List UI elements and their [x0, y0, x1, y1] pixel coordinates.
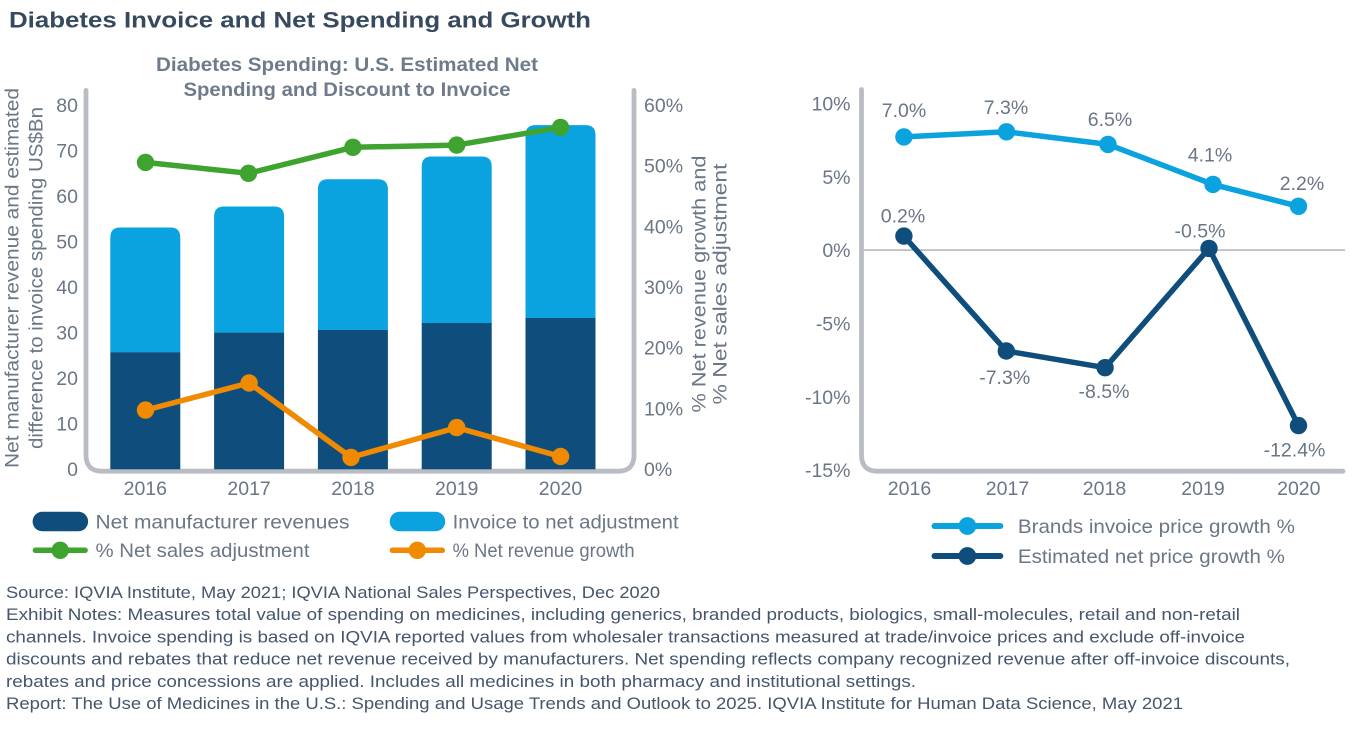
- svg-text:Source: IQVIA Institute, May 2: Source: IQVIA Institute, May 2021; IQVIA…: [6, 584, 660, 602]
- svg-text:-5%: -5%: [816, 314, 851, 336]
- svg-text:30%: 30%: [644, 277, 683, 299]
- svg-text:60: 60: [56, 186, 78, 208]
- svg-text:10%: 10%: [811, 94, 850, 116]
- svg-text:20%: 20%: [644, 338, 683, 360]
- svg-text:-8.5%: -8.5%: [1079, 381, 1130, 403]
- svg-text:% Net revenue growth and: % Net revenue growth and: [688, 156, 710, 413]
- svg-text:10: 10: [56, 414, 78, 436]
- svg-text:2017: 2017: [227, 478, 270, 500]
- svg-text:6.5%: 6.5%: [1088, 109, 1132, 131]
- svg-text:40: 40: [56, 277, 78, 299]
- svg-text:2016: 2016: [888, 478, 931, 500]
- svg-text:Net manufacturer revenue and e: Net manufacturer revenue and estimated: [1, 88, 23, 468]
- svg-text:0: 0: [67, 459, 78, 481]
- svg-text:30: 30: [56, 323, 78, 345]
- svg-text:Diabetes Spending: U.S. Estima: Diabetes Spending: U.S. Estimated Net: [156, 55, 539, 76]
- svg-text:difference to invoice spending: difference to invoice spending US$Bn: [26, 107, 48, 449]
- svg-text:rebates and price concessions: rebates and price concessions are applie…: [6, 673, 916, 691]
- svg-text:80: 80: [56, 95, 78, 117]
- svg-text:60%: 60%: [644, 95, 683, 117]
- svg-text:2019: 2019: [435, 478, 478, 500]
- svg-text:discounts and rebates that red: discounts and rebates that reduce net re…: [6, 651, 1290, 669]
- svg-text:channels. Invoice spending is: channels. Invoice spending is based on I…: [6, 628, 1245, 646]
- svg-text:2017: 2017: [986, 478, 1029, 500]
- svg-text:2018: 2018: [1083, 478, 1126, 500]
- svg-text:50: 50: [56, 232, 78, 254]
- svg-text:20: 20: [56, 368, 78, 390]
- svg-text:Spending and Discount to Invoi: Spending and Discount to Invoice: [184, 80, 511, 101]
- svg-text:5%: 5%: [822, 167, 850, 189]
- svg-text:% Net sales adjustment: % Net sales adjustment: [710, 163, 732, 405]
- svg-text:Report: The Use of Medicines i: Report: The Use of Medicines in the U.S.…: [6, 695, 1183, 713]
- svg-text:40%: 40%: [644, 216, 683, 238]
- svg-text:Diabetes Invoice and Net Spend: Diabetes Invoice and Net Spending and Gr…: [9, 8, 591, 33]
- svg-text:4.1%: 4.1%: [1188, 144, 1232, 166]
- svg-text:50%: 50%: [644, 156, 683, 178]
- svg-text:Invoice to net adjustment: Invoice to net adjustment: [453, 511, 680, 533]
- svg-text:2020: 2020: [1277, 478, 1321, 500]
- svg-text:-15%: -15%: [805, 460, 851, 482]
- svg-text:2020: 2020: [539, 478, 583, 500]
- svg-text:2018: 2018: [331, 478, 374, 500]
- svg-text:0%: 0%: [822, 240, 850, 262]
- svg-text:Exhibit Notes: Measures total: Exhibit Notes: Measures total value of s…: [6, 606, 1240, 624]
- svg-text:% Net sales adjustment: % Net sales adjustment: [96, 540, 311, 562]
- svg-text:10%: 10%: [644, 398, 683, 420]
- svg-text:0%: 0%: [644, 459, 672, 481]
- svg-text:Brands invoice price growth %: Brands invoice price growth %: [1018, 516, 1295, 538]
- svg-text:Net manufacturer revenues: Net manufacturer revenues: [96, 511, 350, 533]
- svg-text:2016: 2016: [124, 478, 167, 500]
- svg-text:2019: 2019: [1181, 478, 1224, 500]
- svg-text:% Net revenue growth: % Net revenue growth: [453, 540, 635, 562]
- svg-text:-10%: -10%: [805, 387, 851, 409]
- svg-text:2.2%: 2.2%: [1280, 173, 1324, 195]
- svg-text:7.3%: 7.3%: [984, 97, 1028, 119]
- svg-text:70: 70: [56, 141, 78, 163]
- svg-text:7.0%: 7.0%: [882, 100, 926, 122]
- svg-text:-7.3%: -7.3%: [979, 367, 1030, 389]
- svg-text:-0.5%: -0.5%: [1175, 221, 1226, 243]
- svg-text:0.2%: 0.2%: [881, 206, 925, 228]
- svg-text:Estimated net price growth %: Estimated net price growth %: [1018, 546, 1285, 568]
- svg-text:-12.4%: -12.4%: [1264, 440, 1326, 462]
